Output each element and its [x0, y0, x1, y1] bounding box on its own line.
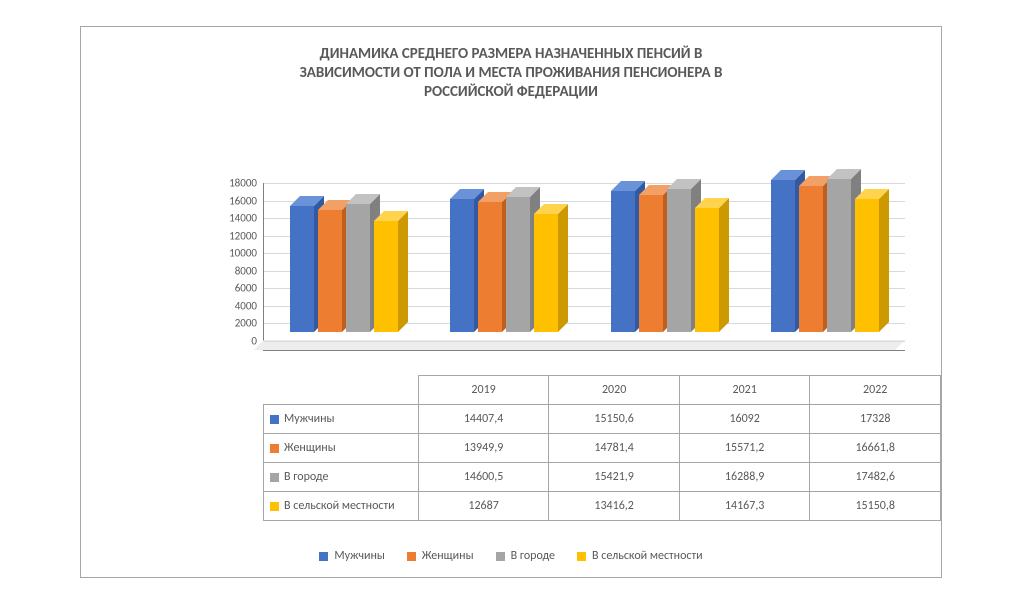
legend-swatch [407, 552, 416, 561]
table-cell: 14167,3 [679, 492, 810, 521]
legend-swatch [577, 552, 586, 561]
series-label: Мужчины [284, 412, 334, 426]
legend-label: Женщины [422, 549, 474, 563]
bar [611, 191, 635, 332]
bar [771, 180, 795, 332]
table-cell: 17482,6 [810, 463, 941, 492]
series-label: В сельской местности [284, 499, 395, 513]
y-tick: 14000 [229, 212, 257, 225]
table-col-header: 2022 [810, 376, 941, 405]
bar-group [264, 183, 424, 332]
legend-label: Мужчины [334, 549, 384, 563]
y-tick: 4000 [235, 299, 257, 312]
legend-item: Мужчины [319, 549, 384, 563]
bar [374, 221, 398, 332]
bar [318, 210, 342, 332]
bar-group [424, 183, 584, 332]
table-cell: 13416,2 [549, 492, 680, 521]
bar [667, 189, 691, 332]
table-cell: 14600,5 [418, 463, 549, 492]
table-cell: 14407,4 [418, 405, 549, 434]
table-cell: 14781,4 [549, 434, 680, 463]
table-col-header: 2020 [549, 376, 680, 405]
y-tick: 0 [251, 335, 257, 348]
table-row: Женщины 13949,914781,415571,216661,8 [264, 434, 941, 463]
table-cell: 15150,6 [549, 405, 680, 434]
y-tick: 6000 [235, 282, 257, 295]
table-cell: 17328 [810, 405, 941, 434]
table-row: Мужчины 14407,415150,61609217328 [264, 405, 941, 434]
bar [506, 197, 530, 332]
table-row: В городе 14600,515421,916288,917482,6 [264, 463, 941, 492]
bar [346, 204, 370, 332]
bar [290, 206, 314, 332]
table-col-header: 2021 [679, 376, 810, 405]
bar [799, 186, 823, 332]
table-cell: 13949,9 [418, 434, 549, 463]
legend-label: В сельской местности [592, 549, 703, 563]
data-table: 2019202020212022 Мужчины 14407,415150,6160… [263, 375, 941, 521]
series-label: В городе [284, 470, 328, 484]
y-tick: 18000 [229, 177, 257, 190]
bar [450, 199, 474, 332]
legend-item: В сельской местности [577, 549, 703, 563]
bar [639, 195, 663, 332]
y-tick: 10000 [229, 247, 257, 260]
table-cell: 16092 [679, 405, 810, 434]
y-tick: 8000 [235, 264, 257, 277]
table-cell: 12687 [418, 492, 549, 521]
legend-swatch [270, 473, 279, 482]
chart-title: ДИНАМИКА СРЕДНЕГО РАЗМЕРА НАЗНАЧЕННЫХ ПЕ… [81, 27, 941, 111]
y-axis: 0200040006000800010000120001400016000180… [205, 183, 263, 351]
bar [695, 208, 719, 332]
y-tick: 16000 [229, 194, 257, 207]
table-cell: 15150,8 [810, 492, 941, 521]
legend-item: Женщины [407, 549, 474, 563]
y-tick: 12000 [229, 229, 257, 242]
legend-swatch [270, 415, 279, 424]
bar-group [585, 183, 745, 332]
bar [855, 199, 879, 332]
table-col-header: 2019 [418, 376, 549, 405]
table-cell: 16288,9 [679, 463, 810, 492]
bar [827, 179, 851, 332]
chart-plot: 0200040006000800010000120001400016000180… [205, 183, 925, 351]
legend-swatch [270, 502, 279, 511]
series-label: Женщины [284, 441, 336, 455]
bar-group [745, 183, 905, 332]
bar [478, 202, 502, 332]
table-cell: 15421,9 [549, 463, 680, 492]
legend-item: В городе [496, 549, 555, 563]
legend-swatch [270, 444, 279, 453]
legend-label: В городе [511, 549, 555, 563]
table-cell: 15571,2 [679, 434, 810, 463]
table-row: В сельской местности 1268713416,214167,31… [264, 492, 941, 521]
bar [534, 214, 558, 332]
table-cell: 16661,8 [810, 434, 941, 463]
legend-swatch [319, 552, 328, 561]
y-tick: 2000 [235, 317, 257, 330]
legend-swatch [496, 552, 505, 561]
chart-legend: Мужчины Женщины В городе В сельской местнос… [81, 539, 941, 577]
